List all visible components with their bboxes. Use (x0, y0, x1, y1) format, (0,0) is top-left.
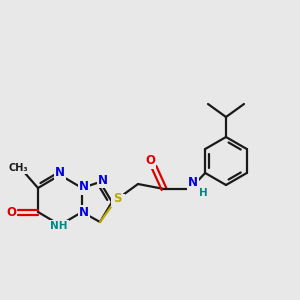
Text: S: S (113, 193, 121, 206)
Text: O: O (145, 154, 155, 167)
Text: NH: NH (50, 221, 68, 231)
Text: N: N (79, 206, 89, 220)
Text: CH₃: CH₃ (8, 163, 28, 173)
Text: N: N (55, 167, 65, 179)
Text: H: H (199, 188, 207, 198)
Text: N: N (98, 173, 108, 187)
Text: N: N (79, 181, 89, 194)
Text: N: N (114, 196, 124, 208)
Text: N: N (188, 176, 198, 190)
Text: O: O (6, 206, 16, 218)
